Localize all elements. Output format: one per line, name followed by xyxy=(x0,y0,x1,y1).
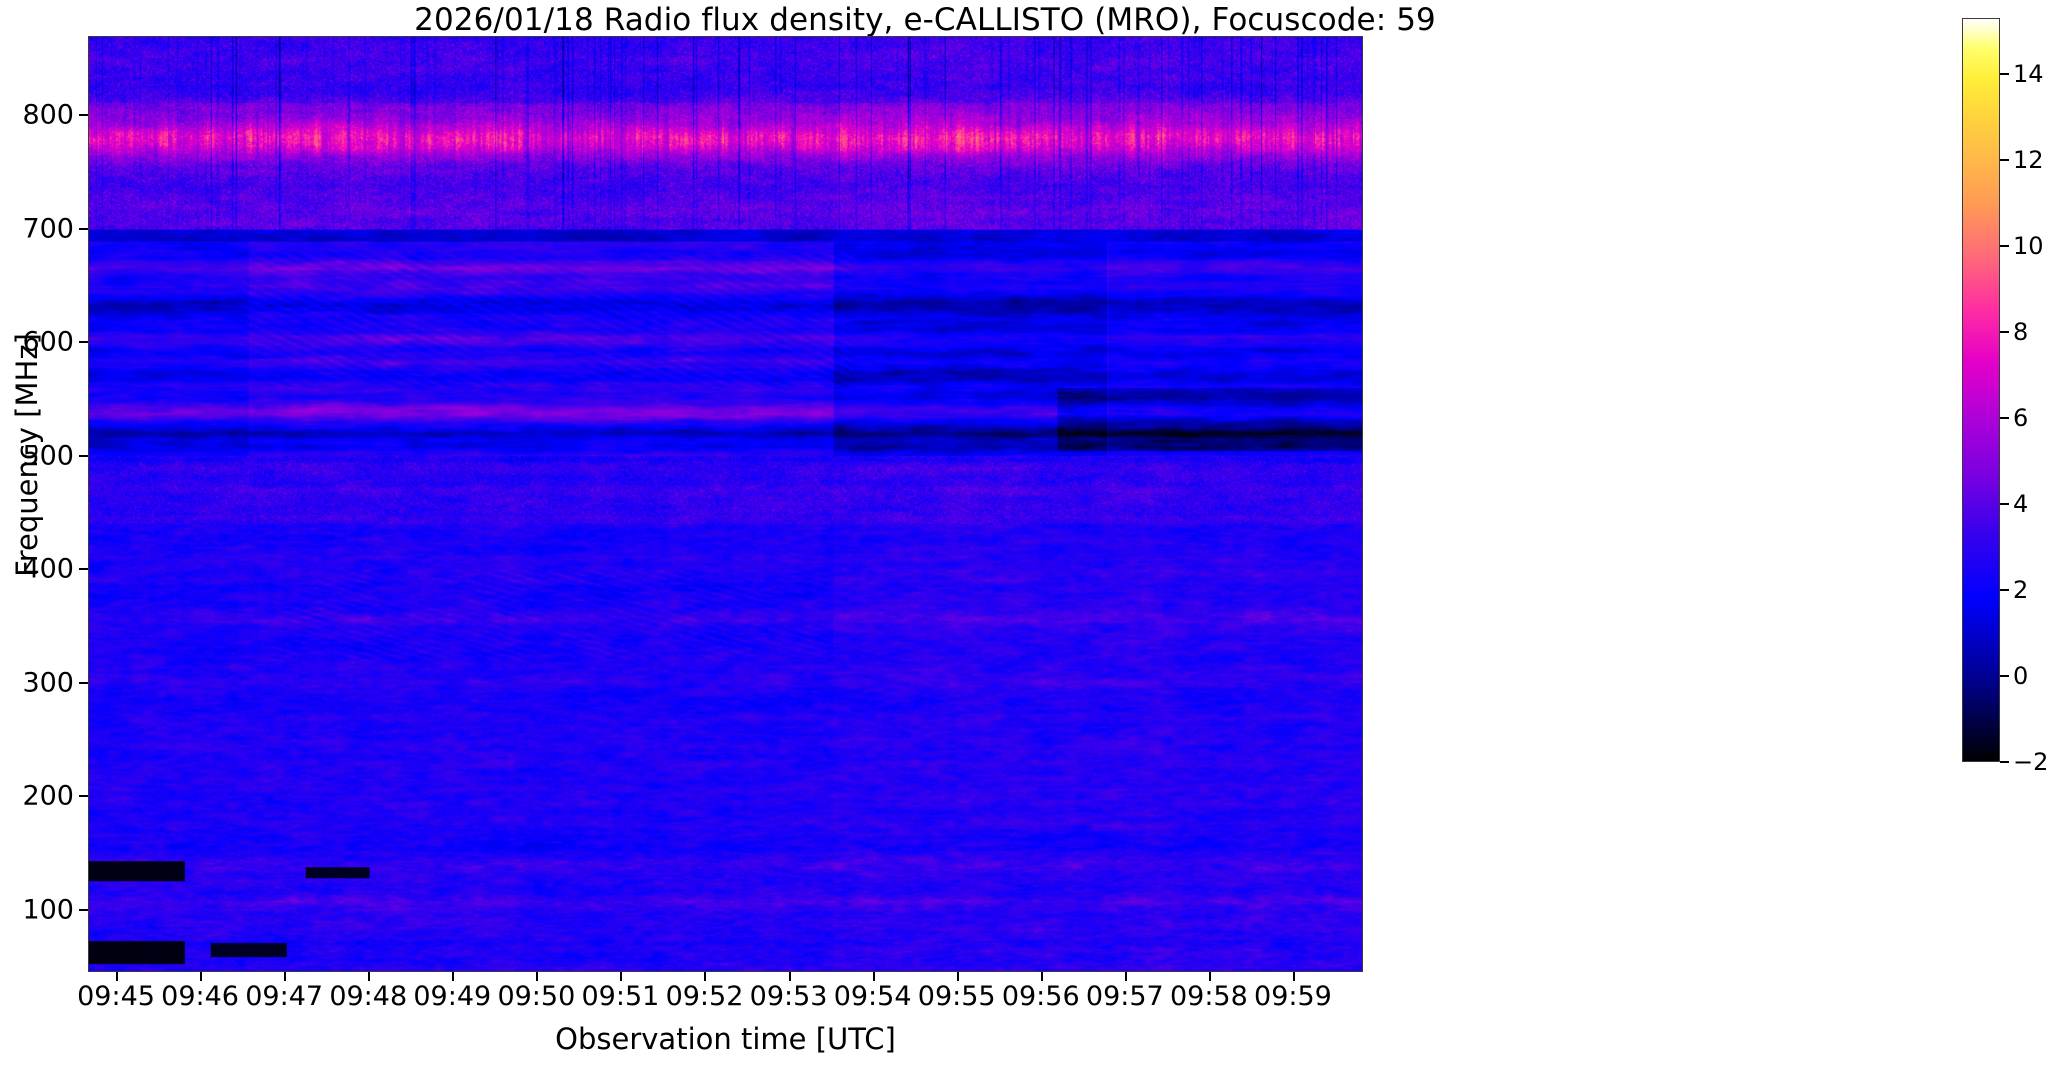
y-tick-label: 800 xyxy=(22,99,74,131)
x-tick-mark xyxy=(116,972,119,981)
y-tick-mark xyxy=(79,568,88,571)
x-tick-mark xyxy=(536,972,539,981)
x-tick-label: 09:46 xyxy=(161,981,239,1012)
x-tick-mark xyxy=(1292,972,1295,981)
x-tick-mark xyxy=(1124,972,1127,981)
colorbar-tick-label: −2 xyxy=(2013,748,2049,776)
x-tick-label: 09:55 xyxy=(917,981,996,1012)
colorbar-tick-label: 6 xyxy=(2013,403,2029,432)
x-tick-label: 09:56 xyxy=(1001,981,1080,1012)
colorbar-tick-label: 10 xyxy=(2013,231,2044,260)
x-tick-label: 09:47 xyxy=(245,981,324,1012)
y-tick-label: 300 xyxy=(22,667,74,699)
colorbar-tick-label: 4 xyxy=(2013,489,2029,518)
x-tick-mark xyxy=(620,972,623,981)
y-tick-mark xyxy=(79,341,88,344)
x-tick-mark xyxy=(368,972,371,981)
colorbar[interactable] xyxy=(1962,18,2000,762)
x-tick-mark xyxy=(452,972,455,981)
y-tick-label: 400 xyxy=(22,553,74,585)
y-tick-label: 600 xyxy=(22,326,74,358)
y-tick-mark xyxy=(79,908,88,911)
x-tick-label: 09:49 xyxy=(413,981,492,1012)
colorbar-tick-mark xyxy=(2000,72,2009,75)
y-tick-mark xyxy=(79,114,88,117)
x-tick-mark xyxy=(200,972,203,981)
x-axis-label: Observation time [UTC] xyxy=(555,1022,896,1056)
x-tick-mark xyxy=(284,972,287,981)
x-tick-label: 09:59 xyxy=(1254,981,1332,1012)
colorbar-tick-mark xyxy=(2000,502,2009,505)
colorbar-tick-mark xyxy=(2000,588,2009,591)
colorbar-tick-label: 12 xyxy=(2013,145,2044,174)
x-tick-mark xyxy=(1040,972,1043,981)
x-tick-label: 09:45 xyxy=(77,981,155,1012)
spectrogram-plot-area[interactable] xyxy=(88,36,1363,972)
x-tick-mark xyxy=(956,972,959,981)
x-tick-label: 09:50 xyxy=(497,981,576,1012)
y-tick-label: 100 xyxy=(22,894,74,926)
y-tick-mark xyxy=(79,681,88,684)
colorbar-tick-label: 0 xyxy=(2013,661,2029,690)
x-tick-label: 09:58 xyxy=(1169,981,1248,1012)
colorbar-tick-label: 2 xyxy=(2013,575,2029,604)
colorbar-tick-mark xyxy=(2000,244,2009,247)
colorbar-tick-label: 8 xyxy=(2013,317,2029,346)
x-tick-label: 09:51 xyxy=(581,981,660,1012)
colorbar-tick-mark xyxy=(2000,158,2009,161)
x-tick-mark xyxy=(704,972,707,981)
y-tick-mark xyxy=(79,454,88,457)
x-tick-mark xyxy=(1208,972,1211,981)
x-tick-mark xyxy=(788,972,791,981)
x-tick-label: 09:48 xyxy=(329,981,408,1012)
colorbar-tick-mark xyxy=(2000,761,2009,763)
x-tick-label: 09:53 xyxy=(749,981,828,1012)
colorbar-tick-label: 14 xyxy=(2013,59,2044,88)
colorbar-tick-mark xyxy=(2000,674,2009,677)
y-tick-label: 500 xyxy=(22,440,74,472)
spectrogram-image xyxy=(89,37,1362,971)
x-tick-label: 09:57 xyxy=(1085,981,1164,1012)
page-title: 2026/01/18 Radio flux density, e-CALLIST… xyxy=(414,2,1436,38)
colorbar-gradient xyxy=(1962,18,2000,762)
y-tick-label: 700 xyxy=(22,213,74,245)
y-axis: Frequency [MHz] 800 700 600 500 400 300 200 100 xyxy=(0,0,88,1067)
y-tick-label: 200 xyxy=(22,780,74,812)
x-tick-label: 09:54 xyxy=(833,981,912,1012)
x-tick-mark xyxy=(872,972,875,981)
x-tick-label: 09:52 xyxy=(665,981,744,1012)
y-tick-mark xyxy=(79,795,88,798)
y-tick-mark xyxy=(79,227,88,230)
colorbar-tick-mark xyxy=(2000,416,2009,419)
colorbar-tick-mark xyxy=(2000,330,2009,333)
